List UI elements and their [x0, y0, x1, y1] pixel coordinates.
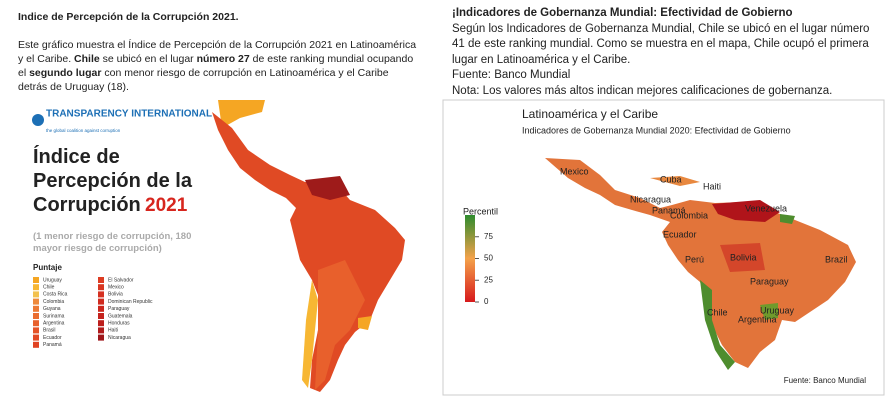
legend-swatch [33, 305, 39, 312]
legend-label: Colombia [43, 299, 64, 305]
map-source: Fuente: Banco Mundial [784, 376, 866, 385]
legend-label: Bolivia [108, 292, 123, 298]
legend-label: Haiti [108, 328, 118, 334]
country-label: Brazil [825, 254, 848, 264]
legend-title: Puntaje [33, 263, 62, 272]
left-map [212, 100, 405, 392]
legend-swatch [33, 327, 39, 334]
legend-swatch [33, 341, 39, 348]
country-label: Mexico [560, 166, 589, 176]
legend-swatch [33, 320, 39, 327]
colorbar [465, 215, 475, 302]
legend-swatch [98, 277, 104, 283]
text: Este gráfico muestra el Índice de Percep… [18, 39, 417, 65]
country-label: Colombia [670, 210, 708, 220]
legend-swatch [33, 334, 39, 341]
legend-label: Ecuador [43, 335, 62, 341]
map-title: Latinoamérica y el Caribe [522, 107, 658, 121]
legend-label: Mexico [108, 285, 124, 291]
heading: Índice de Percepción de la Corrupción [33, 145, 193, 216]
legend-label: Honduras [108, 321, 130, 327]
text: número 27 [196, 53, 250, 65]
text: Chile [74, 53, 100, 65]
colorbar-tick-label: 75 [484, 232, 493, 241]
country-label: Perú [685, 254, 704, 264]
country-label: Argentina [738, 314, 777, 324]
legend-swatch [33, 284, 39, 291]
year: 2021 [145, 195, 188, 216]
right-paragraph: Según los Indicadores de Gobernanza Mund… [452, 22, 870, 66]
colorbar-tick-label: 0 [484, 297, 489, 306]
legend-label: Guatemala [108, 313, 133, 319]
legend-label: Chile [43, 285, 55, 291]
text: con menor riesgo de corrupción en Latino… [18, 67, 389, 93]
legend-label: Guyana [43, 306, 61, 312]
legend-label: Argentina [43, 321, 65, 327]
logo-icon [32, 114, 44, 126]
right-text: ¡Indicadores de Gobernanza Mundial: Efec… [452, 6, 877, 99]
legend-swatch [98, 298, 104, 305]
legend-label: Brasil [43, 328, 56, 334]
colorbar-tick-label: 25 [484, 275, 493, 284]
colorbar-tick-label: 50 [484, 254, 493, 263]
map-subtitle: Indicadores de Gobernanza Mundial 2020: … [522, 125, 791, 135]
country-label: Chile [707, 307, 728, 317]
country-label: Nicaragua [630, 194, 671, 204]
left-title: Indice de Percepción de la Corrupción 20… [18, 11, 239, 23]
subtitle: (1 menor riesgo de corrupción, 180 mayor … [33, 231, 191, 254]
text: se ubicó en el lugar [99, 53, 197, 65]
country-label: Ecuador [663, 229, 697, 239]
country-label: Haiti [703, 181, 721, 191]
legend-swatch [98, 320, 104, 327]
legend-swatch [33, 291, 39, 298]
text: segundo lugar [29, 67, 102, 79]
country-label: Cuba [660, 174, 682, 184]
legend-label: Costa Rica [43, 292, 68, 298]
legend-label: Paraguay [108, 306, 130, 312]
country-label: Venezuela [745, 203, 787, 213]
legend-label: Nicaragua [108, 335, 131, 341]
legend-swatch [33, 313, 39, 319]
country-label: Uruguay [760, 305, 795, 315]
legend-swatch [98, 305, 104, 312]
left-paragraph: Este gráfico muestra el Índice de Percep… [18, 38, 418, 94]
left-text: Indice de Percepción de la Corrupción 20… [18, 10, 418, 94]
colorbar-label: Percentil [463, 206, 498, 216]
country-label: Bolivia [730, 252, 757, 262]
right-map [545, 158, 856, 370]
text: de este ranking mundial ocupando el [18, 53, 414, 79]
country-label: Paraguay [750, 276, 789, 286]
legend-swatch [98, 334, 104, 341]
note: Nota: Los valores más altos indican mejo… [452, 84, 833, 97]
legend-label: Uruguay [43, 277, 62, 283]
source: Fuente: Banco Mundial [452, 69, 571, 81]
legend-label: El Salvador [108, 277, 134, 283]
legend-label: Surinama [43, 313, 65, 319]
legend-swatch [33, 277, 39, 283]
logo: TRANSPARENCY INTERNATIONAL [46, 109, 212, 120]
legend-swatch [98, 291, 104, 298]
legend-label: Dominican Republic [108, 299, 153, 305]
legend-swatch [98, 327, 104, 334]
legend-swatch [33, 298, 39, 305]
legend-label: Panamá [43, 342, 62, 348]
country-label: Panamá [652, 205, 686, 215]
tagline: the global coalition against corruption [46, 128, 121, 133]
right-title: ¡Indicadores de Gobernanza Mundial: Efec… [452, 7, 793, 19]
legend-swatch [98, 313, 104, 319]
legend-swatch [98, 284, 104, 291]
